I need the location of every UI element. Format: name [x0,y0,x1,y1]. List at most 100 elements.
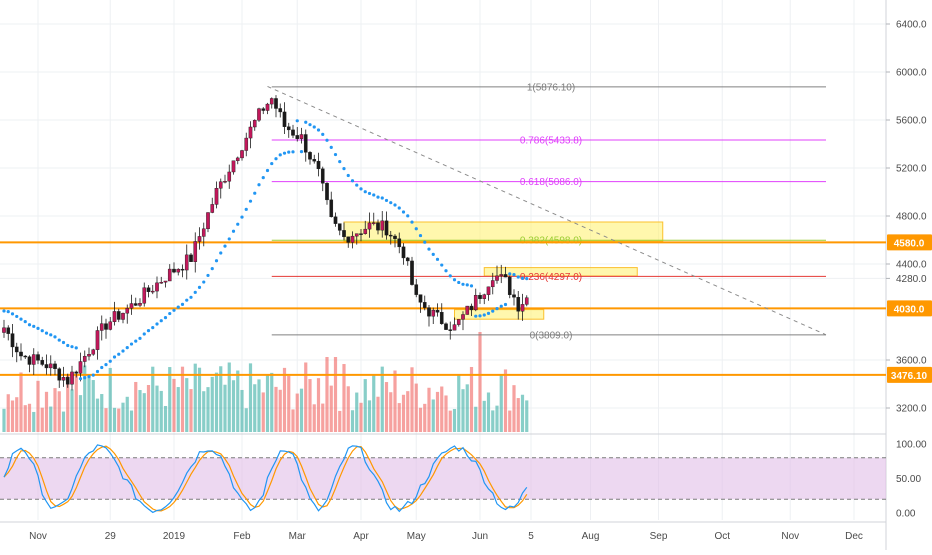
candle-body[interactable] [172,268,176,273]
candle-body[interactable] [180,268,185,271]
candle-body[interactable] [282,111,287,127]
candle-body[interactable] [252,120,257,128]
candle-body[interactable] [163,280,168,283]
stoch-k-line[interactable] [3,444,528,514]
descending-trendline[interactable] [267,85,827,336]
candle-body[interactable] [486,286,491,295]
candle-body[interactable] [257,108,261,121]
candle-body[interactable] [201,228,206,237]
candle-body[interactable] [388,234,393,237]
candle-body[interactable] [108,321,113,330]
candle-body[interactable] [320,168,325,184]
candle-body[interactable] [401,246,406,259]
candle-body[interactable] [461,314,465,320]
candle-body[interactable] [520,304,525,312]
candle-body[interactable] [363,228,368,234]
candle-body[interactable] [337,223,342,231]
candle-body[interactable] [261,108,266,111]
candle-body[interactable] [499,274,504,277]
candle-body[interactable] [312,159,317,162]
candle-body[interactable] [248,126,253,139]
candle-body[interactable] [473,295,478,311]
candle-body[interactable] [116,311,121,320]
candle-body[interactable] [371,222,376,224]
candle-body[interactable] [235,157,240,161]
candle-body[interactable] [376,222,380,231]
candle-body[interactable] [57,368,62,381]
candle-body[interactable] [274,98,278,109]
candle-body[interactable] [495,275,499,281]
candle-body[interactable] [503,274,508,278]
candle-body[interactable] [138,303,142,306]
candle-body[interactable] [23,355,28,358]
candle-body[interactable] [448,329,453,331]
candle-body[interactable] [2,327,6,333]
candle-body[interactable] [112,311,117,323]
candle-body[interactable] [91,349,96,355]
candle-body[interactable] [65,377,70,385]
candle-body[interactable] [507,276,512,295]
candle-body[interactable] [70,371,74,385]
candle-body[interactable] [456,319,461,325]
candle-body[interactable] [478,295,482,299]
candle-body[interactable] [206,212,210,230]
candle-body[interactable] [53,363,57,369]
price-axis[interactable]: 6400.0 6000.0 5600.0 5200.0 4800.0 4400.0 4280… [886,20,927,520]
candle-body[interactable] [87,354,91,357]
candle-body[interactable] [431,309,436,317]
candle-body[interactable] [14,346,19,353]
zone-box[interactable] [454,309,545,320]
candle-body[interactable] [444,323,448,330]
candle-body[interactable] [167,268,172,282]
stochastic-pane[interactable] [0,444,886,514]
candle-body[interactable] [218,181,223,189]
candle-body[interactable] [384,220,389,236]
candle-body[interactable] [146,287,151,292]
candle-body[interactable] [104,323,108,330]
candle-body[interactable] [269,98,274,105]
candle-body[interactable] [342,230,346,238]
candle-body[interactable] [325,183,329,201]
candle-body[interactable] [482,294,487,299]
candlesticks[interactable] [2,95,529,391]
candle-body[interactable] [27,356,32,365]
candle-body[interactable] [380,220,385,231]
candle-body[interactable] [418,294,423,303]
candle-body[interactable] [452,324,457,331]
candle-body[interactable] [278,108,283,113]
candle-body[interactable] [19,351,23,357]
candle-body[interactable] [244,137,249,151]
candle-body[interactable] [48,363,53,369]
candle-body[interactable] [214,188,219,205]
candle-body[interactable] [74,371,79,374]
horizontal-levels[interactable]: 4580.0 4030.0 3476.10 [0,234,932,383]
candle-body[interactable] [346,236,351,243]
candle-body[interactable] [469,305,474,311]
candle-body[interactable] [197,236,202,242]
candle-body[interactable] [61,377,66,381]
candle-body[interactable] [121,312,125,320]
candle-body[interactable] [512,294,516,298]
candle-body[interactable] [150,290,155,293]
candle-body[interactable] [223,181,227,183]
candle-body[interactable] [44,364,49,369]
candle-body[interactable] [142,287,147,304]
candle-body[interactable] [524,297,529,305]
candle-body[interactable] [40,360,45,365]
candle-body[interactable] [439,312,444,324]
candle-body[interactable] [155,282,159,292]
candle-body[interactable] [350,235,355,243]
candle-body[interactable] [95,330,100,350]
candle-body[interactable] [99,323,104,331]
candle-body[interactable] [159,281,164,284]
stoch-d-line[interactable] [3,445,528,512]
candle-body[interactable] [427,307,431,317]
candle-body[interactable] [303,134,308,153]
candle-body[interactable] [133,303,138,306]
fibonacci-retracement[interactable]: 1(5876.10) 0.786(5433.8) 0.618(5086.0) 0.38… [271,82,826,341]
candle-body[interactable] [295,135,300,139]
candle-body[interactable] [227,171,232,182]
candle-body[interactable] [231,160,236,173]
candle-body[interactable] [316,160,321,170]
